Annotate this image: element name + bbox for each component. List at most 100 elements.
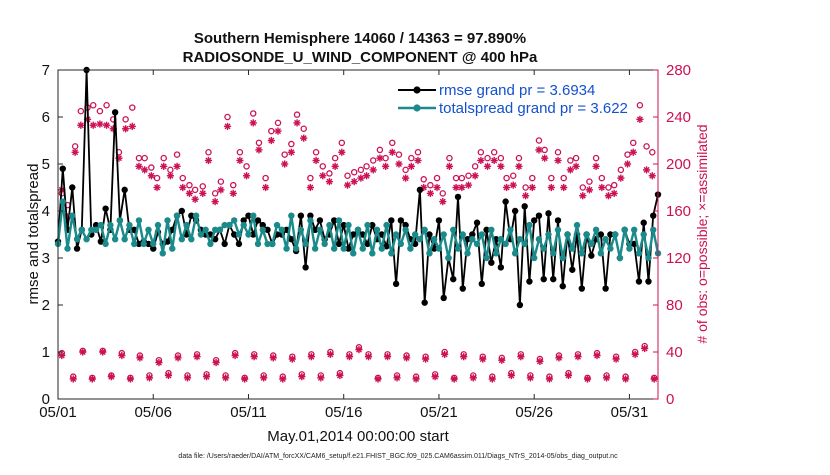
obs-possible-marker: [243, 163, 250, 170]
totalspread-point: [488, 226, 495, 233]
rmse-point: [511, 207, 519, 215]
rmse-point: [221, 240, 228, 248]
obs-possible-marker: [515, 154, 523, 162]
totalspread-point: [359, 245, 366, 252]
totalspread-point: [230, 217, 238, 224]
rmse-point: [135, 240, 143, 248]
obs-marker-stroke: [326, 178, 333, 185]
totalspread-point: [421, 226, 428, 233]
obs-marker-stroke: [489, 376, 496, 383]
obs-marker-stroke: [179, 184, 186, 191]
obs-assimilated-marker: [439, 198, 447, 206]
obs-marker-stroke: [497, 163, 504, 170]
obs-assimilated-marker: [145, 374, 154, 382]
obs-marker-stroke: [243, 172, 250, 179]
obs-marker-stroke: [319, 172, 326, 179]
obs-marker-stroke: [357, 175, 364, 182]
obs-marker-stroke: [472, 172, 479, 179]
obs-assimilated-marker: [497, 162, 505, 170]
obs-marker-stroke: [154, 184, 161, 191]
obs-marker-stroke: [79, 348, 86, 356]
obs-marker-stroke: [160, 163, 167, 170]
obs-possible-marker: [326, 170, 333, 177]
obs-assimilated-marker: [422, 355, 430, 363]
obs-marker-stroke: [70, 376, 77, 383]
obs-marker-stroke: [148, 172, 155, 179]
obs-marker-stroke: [99, 348, 106, 356]
obs-marker-stroke: [72, 149, 79, 156]
rmse-point: [316, 217, 324, 224]
obs-marker-stroke: [567, 166, 574, 173]
totalspread-point: [497, 236, 505, 243]
obs-assimilated-marker: [572, 162, 580, 170]
totalspread-point: [288, 212, 295, 219]
totalspread-point: [388, 250, 395, 257]
obs-assimilated-marker: [477, 156, 485, 165]
totalspread-point: [126, 221, 133, 229]
totalspread-point: [183, 221, 190, 229]
totalspread-point: [588, 240, 595, 248]
totalspread-point: [416, 236, 424, 243]
obs-assimilated-marker: [222, 374, 230, 382]
rmse-point: [569, 266, 576, 273]
totalspread-point: [97, 221, 105, 229]
obs-marker-stroke: [363, 172, 370, 179]
rmse-point: [635, 278, 643, 285]
obs-assimilated-marker: [610, 189, 618, 197]
totalspread-point: [121, 236, 128, 243]
obs-assimilated-marker: [545, 375, 554, 383]
totalspread-point: [73, 236, 81, 243]
obs-possible-marker: [535, 137, 543, 144]
totalspread-point: [111, 236, 119, 243]
obs-marker-stroke: [594, 352, 601, 359]
obs-marker-stroke: [413, 376, 420, 383]
obs-possible-marker: [300, 125, 307, 133]
obs-possible-marker: [541, 146, 548, 154]
totalspread-point: [330, 245, 338, 252]
series-lines: [54, 66, 662, 309]
obs-assimilated-marker: [574, 353, 582, 361]
rmse-point: [469, 231, 476, 238]
totalspread-point: [226, 221, 233, 229]
obs-marker-stroke: [184, 374, 191, 381]
rmse-point: [526, 278, 533, 285]
obs-marker-stroke: [236, 157, 243, 164]
obs-marker-stroke: [546, 376, 553, 383]
obs-marker-stroke: [465, 182, 472, 189]
obs-marker-stroke: [212, 198, 219, 205]
obs-marker-stroke: [77, 122, 84, 129]
obs-assimilated-marker: [471, 172, 479, 180]
obs-marker-stroke: [376, 155, 383, 162]
totalspread-point: [145, 226, 152, 233]
rmse-point: [545, 210, 552, 217]
obs-marker-stroke: [414, 157, 422, 164]
totalspread-point: [130, 240, 138, 248]
obs-possible-marker: [529, 174, 536, 182]
obs-possible-marker: [408, 154, 415, 162]
rmse-point: [535, 212, 543, 219]
obs-marker-stroke: [192, 196, 199, 203]
rmse-point: [435, 217, 443, 224]
obs-assimilated-marker: [331, 162, 339, 170]
obs-marker-stroke: [351, 178, 358, 185]
legend: rmse grand pr = 3.6934 totalspread grand…: [398, 82, 628, 117]
rmse-point: [302, 264, 309, 271]
obs-assimilated-marker: [231, 351, 239, 360]
totalspread-point: [259, 226, 266, 233]
totalspread-point: [626, 245, 633, 252]
x-tick-label: 05/26: [515, 404, 553, 421]
totalspread-point: [483, 254, 490, 262]
rmse-point: [178, 207, 186, 215]
obs-marker-stroke: [298, 373, 305, 380]
obs-possible-marker: [605, 184, 612, 191]
x-tick-label: 05/21: [420, 404, 458, 421]
obs-assimilated-marker: [298, 373, 306, 381]
obs-marker-stroke: [439, 198, 446, 205]
obs-assimilated-marker: [155, 358, 163, 367]
obs-marker-stroke: [146, 374, 153, 381]
rmse-point: [235, 240, 243, 248]
totalspread-point: [135, 217, 143, 224]
totalspread-point: [78, 226, 86, 233]
obs-assimilated-marker: [426, 189, 434, 197]
